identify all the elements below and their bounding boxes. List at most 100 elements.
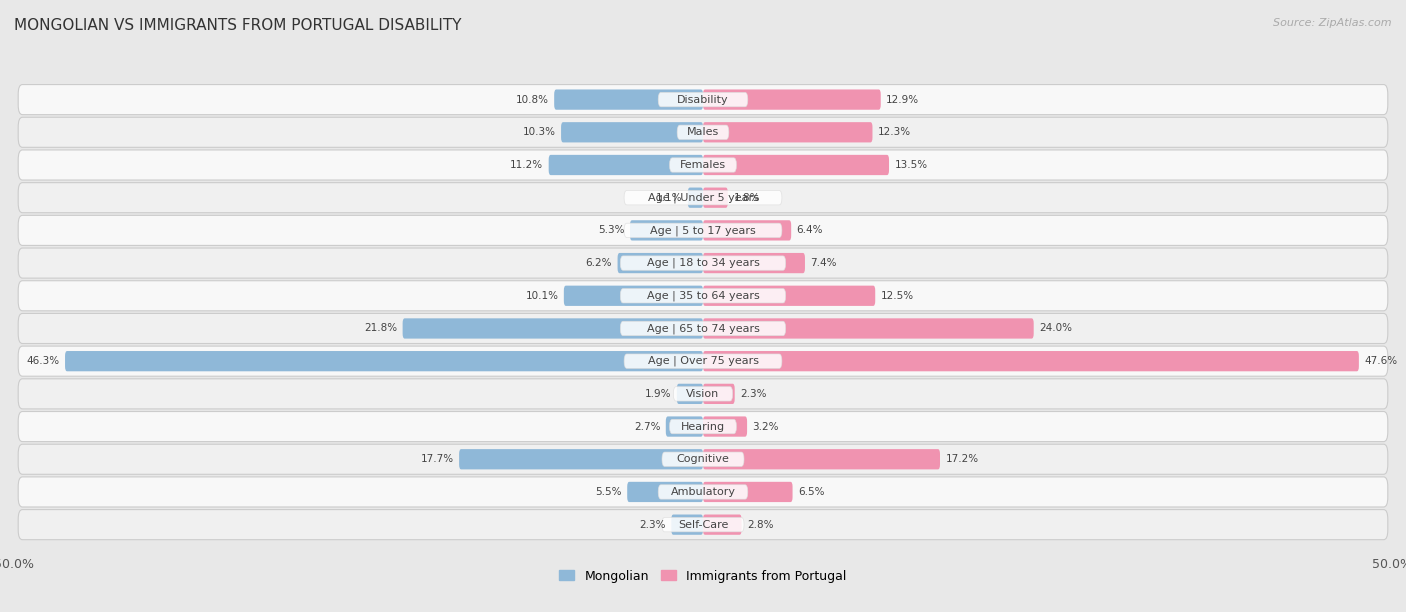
Text: Cognitive: Cognitive xyxy=(676,454,730,465)
FancyBboxPatch shape xyxy=(18,118,1388,147)
Text: Age | Over 75 years: Age | Over 75 years xyxy=(648,356,758,367)
FancyBboxPatch shape xyxy=(627,482,703,502)
FancyBboxPatch shape xyxy=(658,485,748,499)
FancyBboxPatch shape xyxy=(703,286,875,306)
FancyBboxPatch shape xyxy=(18,313,1388,343)
FancyBboxPatch shape xyxy=(669,158,737,172)
Text: 24.0%: 24.0% xyxy=(1039,324,1073,334)
FancyBboxPatch shape xyxy=(678,125,728,140)
Text: 2.3%: 2.3% xyxy=(740,389,766,399)
Text: 2.3%: 2.3% xyxy=(640,520,666,529)
Text: Age | 65 to 74 years: Age | 65 to 74 years xyxy=(647,323,759,334)
FancyBboxPatch shape xyxy=(688,187,703,208)
FancyBboxPatch shape xyxy=(703,122,873,143)
FancyBboxPatch shape xyxy=(662,452,744,466)
Text: 3.2%: 3.2% xyxy=(752,422,779,431)
FancyBboxPatch shape xyxy=(703,515,741,535)
FancyBboxPatch shape xyxy=(65,351,703,371)
FancyBboxPatch shape xyxy=(662,518,744,532)
FancyBboxPatch shape xyxy=(18,281,1388,311)
FancyBboxPatch shape xyxy=(703,351,1358,371)
Text: Males: Males xyxy=(688,127,718,137)
Text: 13.5%: 13.5% xyxy=(894,160,928,170)
Text: Age | 18 to 34 years: Age | 18 to 34 years xyxy=(647,258,759,268)
FancyBboxPatch shape xyxy=(666,416,703,437)
FancyBboxPatch shape xyxy=(18,346,1388,376)
Text: 6.2%: 6.2% xyxy=(585,258,612,268)
Text: 1.9%: 1.9% xyxy=(645,389,671,399)
FancyBboxPatch shape xyxy=(673,387,733,401)
FancyBboxPatch shape xyxy=(620,289,786,303)
Text: 6.5%: 6.5% xyxy=(799,487,824,497)
FancyBboxPatch shape xyxy=(561,122,703,143)
FancyBboxPatch shape xyxy=(676,384,703,404)
FancyBboxPatch shape xyxy=(624,354,782,368)
Text: Hearing: Hearing xyxy=(681,422,725,431)
FancyBboxPatch shape xyxy=(703,482,793,502)
FancyBboxPatch shape xyxy=(703,449,941,469)
FancyBboxPatch shape xyxy=(703,155,889,175)
Text: 2.8%: 2.8% xyxy=(747,520,773,529)
Text: Age | Under 5 years: Age | Under 5 years xyxy=(648,192,758,203)
FancyBboxPatch shape xyxy=(703,318,1033,338)
FancyBboxPatch shape xyxy=(18,510,1388,540)
Legend: Mongolian, Immigrants from Portugal: Mongolian, Immigrants from Portugal xyxy=(554,564,852,588)
Text: 12.5%: 12.5% xyxy=(880,291,914,300)
FancyBboxPatch shape xyxy=(703,253,806,273)
Text: 2.7%: 2.7% xyxy=(634,422,661,431)
FancyBboxPatch shape xyxy=(18,444,1388,474)
FancyBboxPatch shape xyxy=(18,84,1388,114)
Text: Age | 35 to 64 years: Age | 35 to 64 years xyxy=(647,291,759,301)
FancyBboxPatch shape xyxy=(460,449,703,469)
FancyBboxPatch shape xyxy=(669,419,737,434)
Text: 12.3%: 12.3% xyxy=(877,127,911,137)
Text: 21.8%: 21.8% xyxy=(364,324,396,334)
Text: Source: ZipAtlas.com: Source: ZipAtlas.com xyxy=(1274,18,1392,28)
FancyBboxPatch shape xyxy=(624,190,782,205)
Text: 7.4%: 7.4% xyxy=(810,258,837,268)
Text: 5.5%: 5.5% xyxy=(595,487,621,497)
Text: 46.3%: 46.3% xyxy=(27,356,59,366)
Text: 10.1%: 10.1% xyxy=(526,291,558,300)
Text: 47.6%: 47.6% xyxy=(1364,356,1398,366)
FancyBboxPatch shape xyxy=(18,411,1388,442)
FancyBboxPatch shape xyxy=(564,286,703,306)
FancyBboxPatch shape xyxy=(18,248,1388,278)
Text: 11.2%: 11.2% xyxy=(510,160,543,170)
FancyBboxPatch shape xyxy=(18,215,1388,245)
Text: 1.1%: 1.1% xyxy=(655,193,682,203)
Text: 6.4%: 6.4% xyxy=(797,225,823,236)
Text: Females: Females xyxy=(681,160,725,170)
FancyBboxPatch shape xyxy=(703,220,792,241)
Text: 1.8%: 1.8% xyxy=(734,193,759,203)
FancyBboxPatch shape xyxy=(554,89,703,110)
FancyBboxPatch shape xyxy=(703,384,735,404)
FancyBboxPatch shape xyxy=(703,187,728,208)
FancyBboxPatch shape xyxy=(630,220,703,241)
FancyBboxPatch shape xyxy=(703,416,747,437)
FancyBboxPatch shape xyxy=(703,89,880,110)
Text: 5.3%: 5.3% xyxy=(598,225,624,236)
FancyBboxPatch shape xyxy=(624,223,782,237)
FancyBboxPatch shape xyxy=(620,256,786,271)
FancyBboxPatch shape xyxy=(18,379,1388,409)
Text: 10.8%: 10.8% xyxy=(516,95,548,105)
FancyBboxPatch shape xyxy=(18,477,1388,507)
FancyBboxPatch shape xyxy=(18,182,1388,213)
Text: MONGOLIAN VS IMMIGRANTS FROM PORTUGAL DISABILITY: MONGOLIAN VS IMMIGRANTS FROM PORTUGAL DI… xyxy=(14,18,461,34)
FancyBboxPatch shape xyxy=(18,150,1388,180)
Text: Ambulatory: Ambulatory xyxy=(671,487,735,497)
Text: Self-Care: Self-Care xyxy=(678,520,728,529)
Text: 12.9%: 12.9% xyxy=(886,95,920,105)
Text: Disability: Disability xyxy=(678,95,728,105)
FancyBboxPatch shape xyxy=(671,515,703,535)
Text: 17.7%: 17.7% xyxy=(420,454,454,465)
Text: 10.3%: 10.3% xyxy=(523,127,555,137)
FancyBboxPatch shape xyxy=(548,155,703,175)
FancyBboxPatch shape xyxy=(402,318,703,338)
Text: Age | 5 to 17 years: Age | 5 to 17 years xyxy=(650,225,756,236)
Text: Vision: Vision xyxy=(686,389,720,399)
FancyBboxPatch shape xyxy=(620,321,786,335)
FancyBboxPatch shape xyxy=(617,253,703,273)
FancyBboxPatch shape xyxy=(658,92,748,106)
